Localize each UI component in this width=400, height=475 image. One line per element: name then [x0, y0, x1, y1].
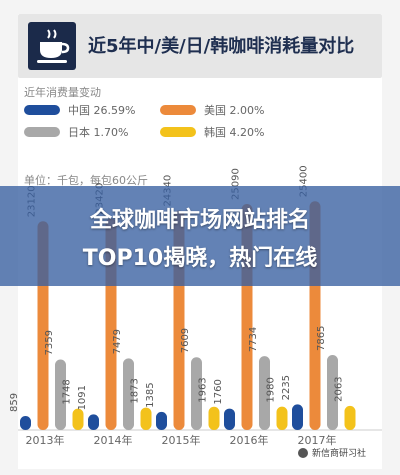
legend-title: 近年消费量变动 [24, 86, 101, 99]
legend-item-china: 中国 26.59% [24, 102, 135, 118]
x-tick-label: 2016年 [230, 433, 269, 447]
data-label: 25400 [299, 165, 310, 197]
data-label: 1873 [130, 378, 141, 403]
data-label: 1385 [145, 382, 156, 407]
x-tick-label: 2014年 [94, 433, 133, 447]
bar [156, 411, 167, 430]
bar [327, 355, 338, 430]
bar [55, 359, 66, 430]
wechat-icon [298, 447, 308, 458]
bar [292, 404, 303, 430]
unit-label: 单位：千包，每包60公斤 [24, 174, 148, 187]
bar [259, 356, 270, 430]
chart-header: 近5年中/美/日/韩咖啡消耗量对比 [18, 14, 382, 78]
data-label: 25090 [231, 168, 242, 200]
data-label: 1091 [77, 385, 88, 410]
legend-label: 美国 2.00% [204, 104, 265, 117]
data-label: 1980 [266, 377, 277, 402]
data-label: 7734 [248, 327, 259, 352]
bar [20, 416, 31, 430]
bar [224, 408, 235, 430]
data-label: 2063 [334, 376, 345, 401]
legend-label: 韩国 4.20% [204, 126, 265, 139]
data-label: 2235 [281, 375, 292, 400]
data-label: 7609 [180, 328, 191, 353]
headline-banner: 全球咖啡市场网站排名 TOP10揭晓，热门在线 [0, 186, 400, 286]
x-tick-label: 2017年 [298, 433, 337, 447]
bar [140, 407, 152, 430]
data-label: 1963 [198, 377, 209, 402]
bar [88, 414, 99, 430]
legend-item-japan: 日本 1.70% [24, 124, 128, 140]
bar [344, 405, 356, 430]
banner-line-1: 全球咖啡市场网站排名 [89, 208, 310, 233]
data-label: 7865 [316, 326, 327, 351]
legend-item-usa: 美国 2.00% [160, 102, 264, 118]
bar [276, 406, 288, 430]
data-label: 7479 [112, 329, 123, 354]
legend-item-korea: 韩国 4.20% [160, 124, 264, 140]
chart-title: 近5年中/美/日/韩咖啡消耗量对比 [88, 36, 355, 57]
bar [191, 357, 202, 430]
legend-swatch [160, 105, 196, 115]
bar [72, 408, 84, 430]
legend-swatch [24, 127, 60, 137]
legend-swatch [160, 127, 196, 137]
legend-label: 日本 1.70% [68, 126, 129, 139]
x-tick-label: 2013年 [26, 433, 65, 447]
data-label: 1748 [62, 379, 73, 404]
bar [123, 358, 134, 430]
data-label: 1760 [213, 379, 224, 404]
data-label: 859 [9, 393, 20, 412]
watermark-text: 新信商研习社 [312, 449, 367, 459]
banner-line-2: TOP10揭晓，热门在线 [82, 246, 318, 271]
legend-swatch [24, 105, 60, 115]
bar [208, 406, 220, 430]
x-tick-label: 2015年 [162, 433, 201, 447]
watermark: 新信商研习社 [298, 446, 366, 459]
coffee-cup-icon [28, 22, 76, 70]
data-label: 7359 [44, 330, 55, 355]
legend-label: 中国 26.59% [68, 104, 136, 117]
